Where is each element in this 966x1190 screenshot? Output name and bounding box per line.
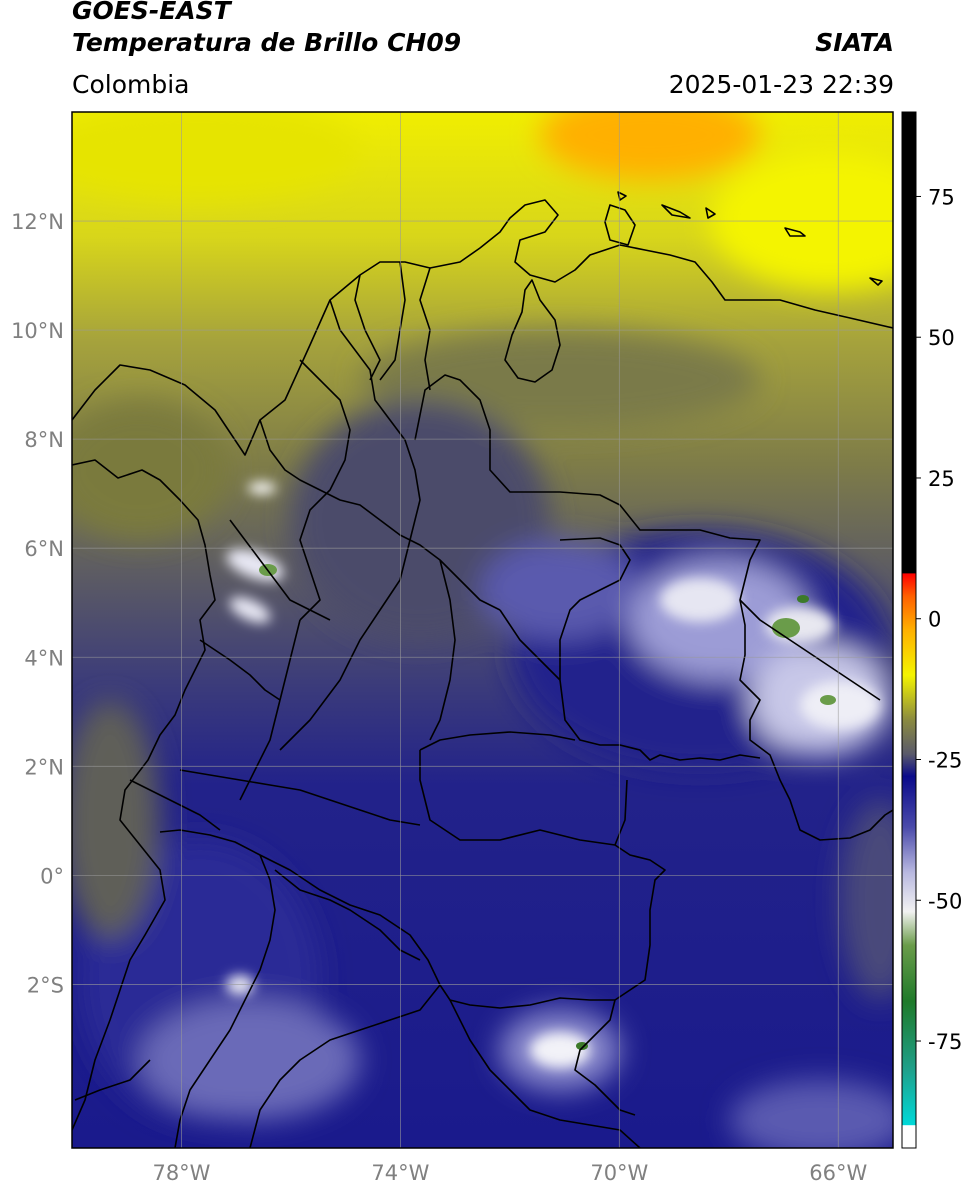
product-title: Temperatura de Brillo CH09 — [72, 28, 462, 57]
lat-tick-label: 4°N — [24, 646, 64, 670]
colorbar-gradient — [902, 112, 916, 1148]
lat-tick-label: 10°N — [11, 319, 64, 343]
satellite-title: GOES-EAST — [72, 0, 231, 25]
latitude-ticks: 12°N 10°N 8°N 6°N 4°N 2°N 0° 2°S — [11, 210, 64, 997]
colorbar-tick-label: -25 — [928, 749, 962, 773]
map-frame — [71, 111, 894, 1149]
region-label: Colombia — [72, 70, 190, 99]
lat-tick-label: 6°N — [24, 537, 64, 561]
longitude-ticks: 78°W 74°W 70°W 66°W — [152, 1161, 867, 1185]
lat-tick-label: 0° — [40, 864, 64, 888]
colorbar-tick-label: 75 — [928, 185, 955, 209]
colorbar-tick-label: -75 — [928, 1030, 962, 1054]
colorbar-tick-label: 25 — [928, 467, 955, 491]
lat-tick-label: 2°S — [27, 973, 64, 997]
timestamp-label: 2025-01-23 22:39 — [668, 70, 894, 99]
lon-tick-label: 74°W — [371, 1161, 429, 1185]
colorbar-ticks: 75 50 25 0 -25 -50 -75 — [916, 185, 962, 1054]
colorbar-tick-label: -50 — [928, 889, 962, 913]
lat-tick-label: 12°N — [11, 210, 64, 234]
colorbar-tick-label: 50 — [928, 326, 955, 350]
colorbar-tick-label: 0 — [928, 608, 941, 632]
brightness-temperature-field — [72, 112, 893, 1148]
coastlines-and-borders — [72, 191, 893, 1148]
colorbar-frame — [901, 111, 917, 1149]
lon-tick-label: 66°W — [809, 1161, 867, 1185]
organization-label: SIATA — [815, 28, 894, 57]
graticule — [72, 112, 893, 1148]
lat-tick-label: 2°N — [24, 755, 64, 779]
lon-tick-label: 70°W — [590, 1161, 648, 1185]
colorbar: 75 50 25 0 -25 -50 -75 — [901, 111, 962, 1149]
lat-tick-label: 8°N — [24, 428, 64, 452]
lon-tick-label: 78°W — [152, 1161, 210, 1185]
